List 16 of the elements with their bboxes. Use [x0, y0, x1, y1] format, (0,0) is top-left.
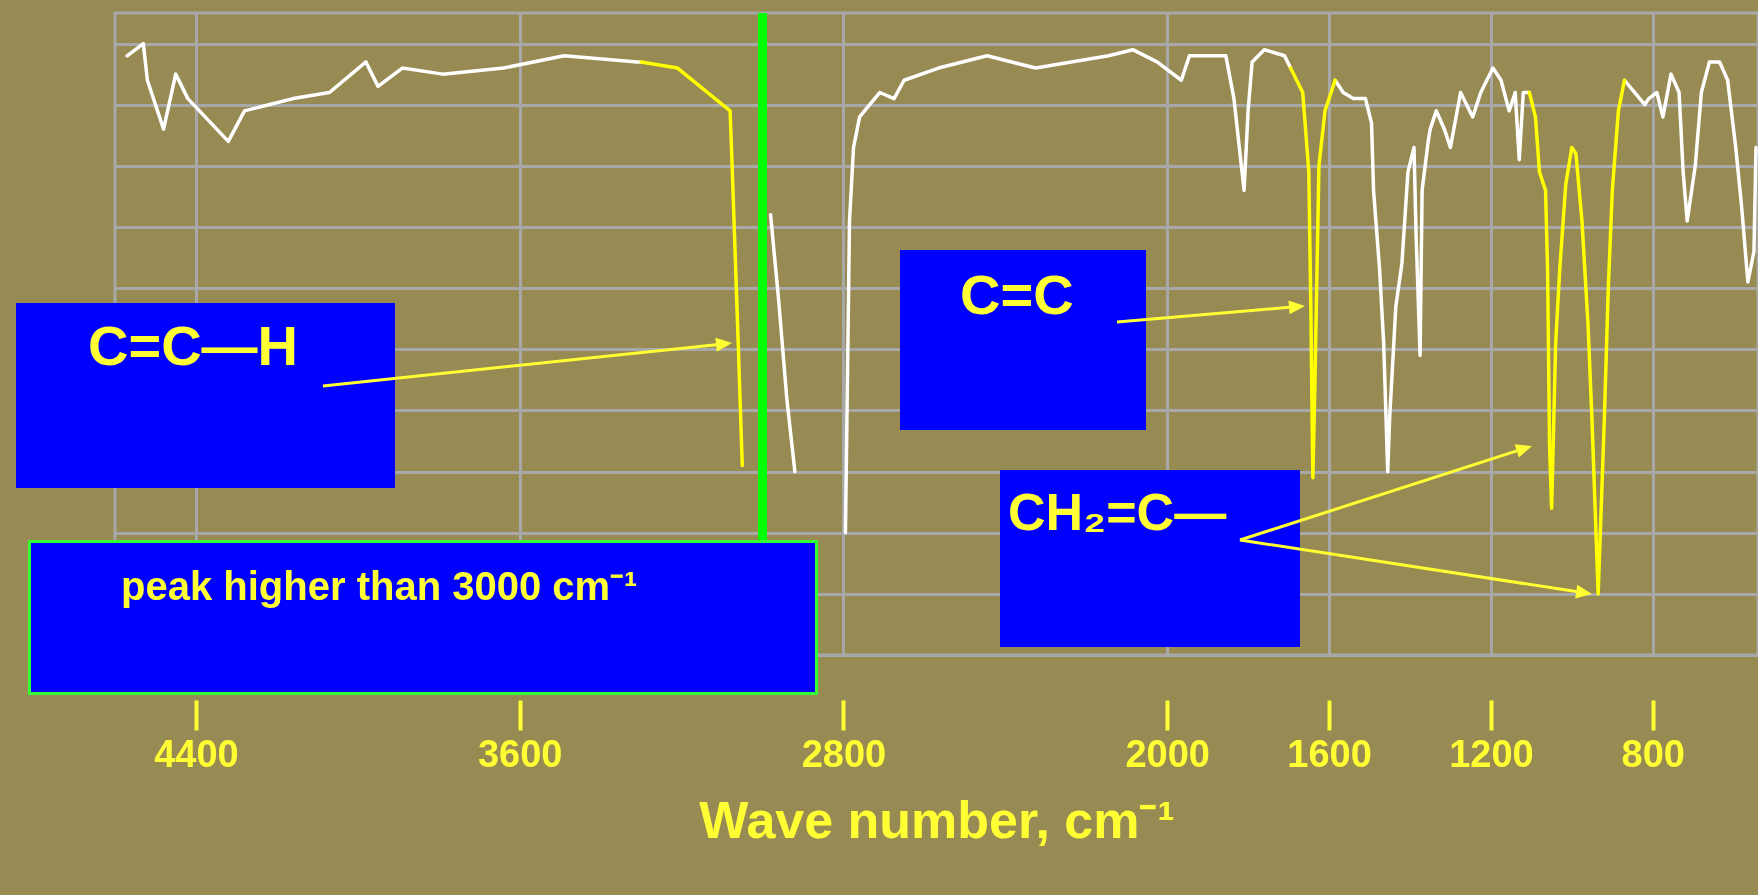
label-box: C=C	[900, 250, 1146, 430]
x-tick-label: 4400	[154, 732, 239, 775]
x-tick-label: 800	[1621, 732, 1685, 775]
x-tick-label: 2000	[1125, 732, 1210, 775]
label-box: C=C—H	[16, 303, 395, 488]
x-axis-title: Wave number, cm⁻¹	[699, 790, 1175, 849]
annotation: CH₂=C—	[1008, 483, 1227, 541]
label-box: CH₂=C—	[1000, 470, 1300, 647]
x-tick-label: 1600	[1287, 732, 1372, 775]
x-tick-label: 3600	[477, 732, 563, 775]
label-box: peak higher than 3000 cm⁻¹	[28, 540, 818, 695]
x-tick-label: 1200	[1449, 732, 1534, 775]
annotation: C=C	[960, 263, 1074, 326]
x-tick-label: 2800	[801, 732, 887, 775]
annotation: C=C—H	[88, 314, 299, 377]
annotation: peak higher than 3000 cm⁻¹	[121, 564, 638, 608]
